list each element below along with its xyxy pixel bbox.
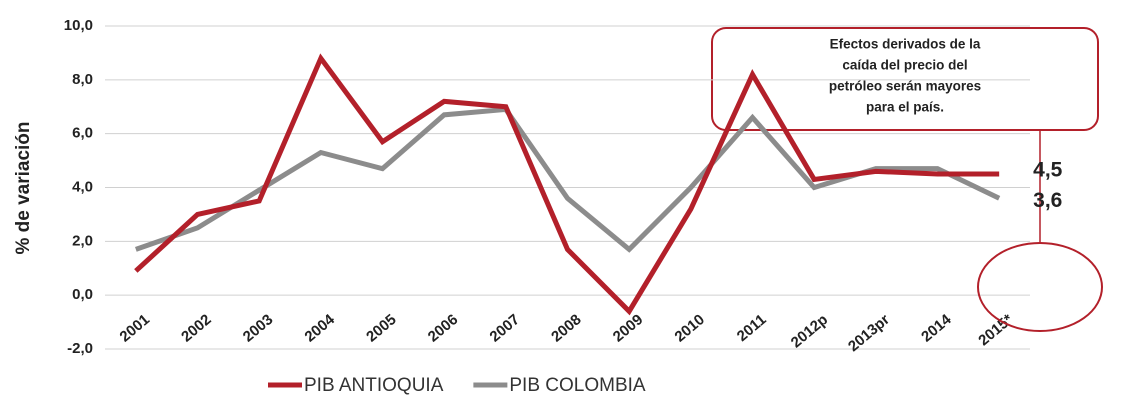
series-line — [134, 53, 1000, 316]
highlight-ellipse — [977, 242, 1103, 332]
y-tick-label: -2,0 — [67, 340, 93, 357]
annotation-text: petróleo serán mayores — [829, 79, 981, 94]
x-tick-label: 2005 — [363, 311, 399, 345]
y-tick-label: 2,0 — [72, 232, 93, 249]
annotation-text: Efectos derivados de la — [830, 37, 981, 52]
value-label: 4,5 — [1033, 159, 1063, 182]
annotation-text: para el país. — [866, 100, 944, 115]
y-tick-label: 4,0 — [72, 178, 93, 195]
x-tick-label: 2001 — [116, 311, 152, 345]
x-tick-label: 2014 — [918, 311, 955, 346]
legend-label: PIB ANTIOQUIA — [304, 375, 444, 396]
legend-label: PIB COLOMBIA — [509, 375, 646, 396]
x-tick-label: 2009 — [610, 311, 646, 345]
x-tick-label: 2003 — [240, 311, 276, 345]
x-tick-label: 2007 — [486, 311, 522, 345]
y-axis-title: % de variación — [13, 121, 34, 254]
y-tick-label: 6,0 — [72, 125, 93, 142]
y-tick-label: 8,0 — [72, 71, 93, 88]
x-tick-label: 2008 — [548, 311, 584, 345]
annotation-text: caída del precio del — [842, 58, 967, 73]
x-tick-label: 2011 — [734, 311, 770, 345]
x-tick-label: 2012p — [788, 311, 832, 351]
annotation-box — [711, 27, 1099, 131]
y-tick-label: 0,0 — [72, 286, 93, 303]
x-tick-label: 2006 — [425, 311, 461, 345]
x-tick-label: 2002 — [178, 311, 214, 345]
value-label: 3,6 — [1033, 189, 1062, 212]
y-tick-label: 10,0 — [64, 17, 93, 34]
x-tick-label: 2010 — [671, 311, 707, 345]
x-tick-label: 2004 — [301, 311, 338, 346]
